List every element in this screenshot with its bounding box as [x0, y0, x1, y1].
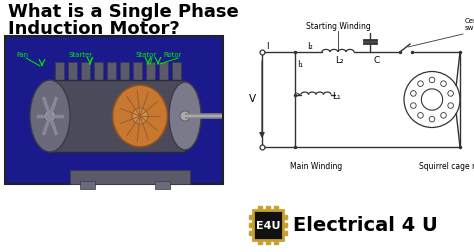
- Bar: [50, 81, 185, 152]
- Text: I₁: I₁: [297, 60, 303, 69]
- Bar: [249, 231, 253, 235]
- Text: Fan: Fan: [16, 52, 28, 58]
- Bar: [5, 37, 223, 184]
- Text: E4U: E4U: [256, 220, 280, 230]
- Text: Starting Winding: Starting Winding: [306, 22, 370, 31]
- Circle shape: [410, 103, 416, 109]
- Text: L₁: L₁: [332, 92, 341, 101]
- Bar: [155, 181, 170, 189]
- Bar: [253, 210, 283, 240]
- Text: Stator: Stator: [135, 52, 156, 58]
- Bar: [249, 223, 253, 227]
- Text: Induction Motor?: Induction Motor?: [8, 20, 180, 38]
- Circle shape: [448, 103, 454, 109]
- Text: Starter: Starter: [68, 52, 92, 58]
- Bar: [258, 240, 262, 244]
- Ellipse shape: [169, 83, 201, 150]
- Text: What is a Single Phase: What is a Single Phase: [8, 3, 239, 21]
- Circle shape: [441, 113, 447, 119]
- Text: C: C: [374, 56, 380, 65]
- Bar: [94, 63, 103, 83]
- Bar: [159, 63, 168, 83]
- Circle shape: [429, 78, 435, 83]
- Bar: [68, 63, 77, 83]
- Bar: [70, 170, 190, 184]
- Bar: [120, 63, 129, 83]
- Bar: [266, 240, 270, 244]
- Text: V: V: [249, 93, 256, 103]
- Bar: [266, 206, 270, 210]
- Text: Main Winding: Main Winding: [290, 161, 342, 170]
- Text: Centrifugal
switch: Centrifugal switch: [465, 18, 474, 31]
- Text: Squirrel cage rotor: Squirrel cage rotor: [419, 161, 474, 170]
- Bar: [80, 181, 95, 189]
- Bar: [283, 223, 287, 227]
- Bar: [283, 231, 287, 235]
- Circle shape: [441, 81, 447, 87]
- Circle shape: [180, 112, 190, 121]
- Circle shape: [404, 72, 460, 128]
- Bar: [146, 63, 155, 83]
- Bar: [55, 63, 64, 83]
- Circle shape: [421, 89, 443, 111]
- Ellipse shape: [30, 81, 70, 152]
- Bar: [107, 63, 116, 83]
- Bar: [249, 215, 253, 219]
- Circle shape: [429, 117, 435, 122]
- Bar: [81, 63, 90, 83]
- Circle shape: [418, 81, 423, 87]
- Text: L₂: L₂: [335, 56, 343, 65]
- Bar: [258, 206, 262, 210]
- Ellipse shape: [112, 86, 167, 147]
- Circle shape: [418, 113, 423, 119]
- Circle shape: [132, 109, 148, 124]
- Bar: [133, 63, 142, 83]
- Circle shape: [44, 111, 56, 122]
- Text: I₂: I₂: [307, 42, 313, 51]
- Circle shape: [410, 91, 416, 97]
- Circle shape: [448, 91, 454, 97]
- Text: Electrical 4 U: Electrical 4 U: [293, 216, 438, 235]
- Text: Rotor: Rotor: [163, 52, 182, 58]
- Bar: [172, 63, 181, 83]
- Text: I: I: [266, 42, 268, 51]
- Bar: [274, 240, 278, 244]
- Bar: [274, 206, 278, 210]
- Bar: [283, 215, 287, 219]
